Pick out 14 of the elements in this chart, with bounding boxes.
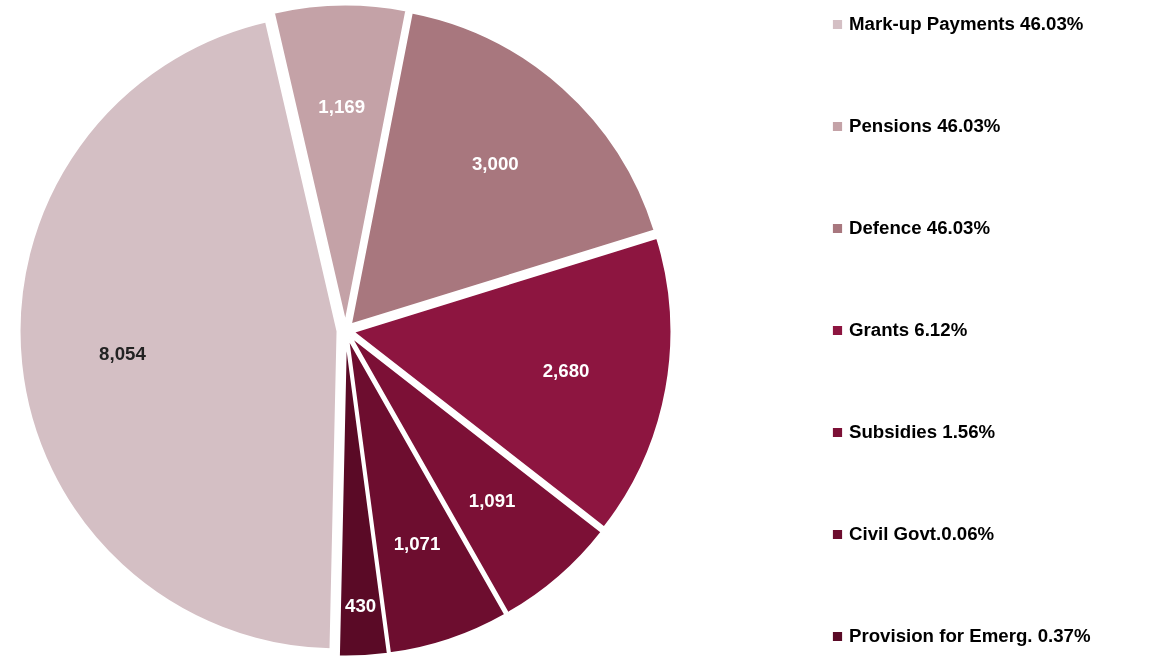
- legend-label: Provision for Emerg. 0.37%: [849, 625, 1091, 647]
- legend-label: Grants 6.12%: [849, 319, 968, 341]
- data-label: 1,071: [393, 532, 441, 554]
- legend-label: Defence 46.03%: [849, 217, 991, 239]
- data-label: 2,680: [542, 360, 590, 382]
- data-label: 1,091: [468, 489, 516, 511]
- data-label: 3,000: [471, 153, 519, 175]
- legend-label: Civil Govt.0.06%: [849, 523, 995, 545]
- data-label: 1,169: [318, 95, 366, 117]
- legend-label: Subsidies 1.56%: [849, 421, 996, 443]
- data-label: 8,054: [99, 342, 147, 364]
- legend-label: Pensions 46.03%: [849, 115, 1001, 137]
- legend-label: Mark-up Payments 46.03%: [849, 13, 1084, 35]
- data-label: 430: [345, 594, 377, 616]
